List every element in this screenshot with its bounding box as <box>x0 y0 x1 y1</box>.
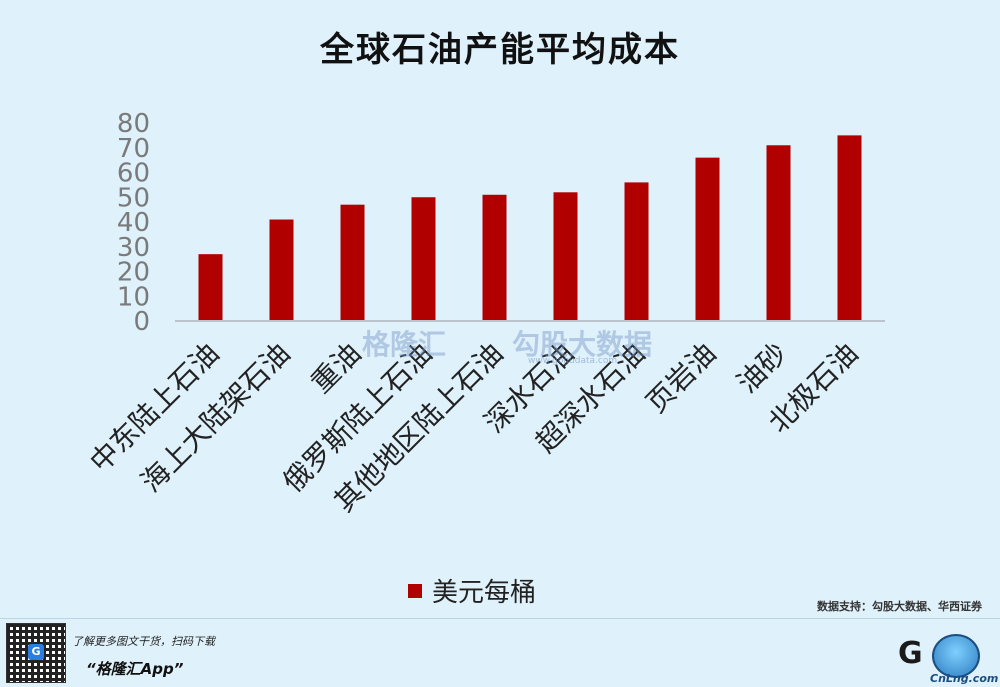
legend-label: 美元每桶 <box>432 578 537 608</box>
watermark-url: www.gogudata.com <box>528 356 618 366</box>
bar <box>695 157 720 321</box>
y-tick-label: 60 <box>117 159 150 189</box>
brand-logo-icon <box>932 634 980 678</box>
bars <box>198 135 862 321</box>
watermark-gogudata: 勾股大数据 <box>512 328 653 361</box>
legend-swatch <box>408 583 422 598</box>
y-tick-label: 30 <box>117 233 150 263</box>
y-tick-label: 50 <box>117 183 150 213</box>
bar <box>624 182 649 321</box>
bar <box>340 204 365 321</box>
app-name: “格隆汇App” <box>86 660 184 678</box>
watermark-gelonghui: 格隆汇 <box>362 328 447 361</box>
y-tick-label: 10 <box>117 282 150 312</box>
bar <box>269 219 294 321</box>
brand-site: CnLng.com <box>930 672 999 685</box>
legend: 美元每桶 <box>408 572 536 609</box>
y-tick-label: 20 <box>117 258 150 288</box>
y-tick-label: 70 <box>117 134 150 164</box>
bar <box>198 254 223 321</box>
bar <box>411 197 436 321</box>
x-category-label: 油砂 <box>731 337 794 400</box>
bar <box>837 135 862 321</box>
bar <box>766 145 791 321</box>
promo-text: 了解更多图文干货，扫码下载 <box>72 635 215 648</box>
y-tick-label: 80 <box>117 109 150 139</box>
qr-badge: G <box>28 644 44 660</box>
y-tick-label: 40 <box>117 208 150 238</box>
bar <box>482 194 507 321</box>
chart-title: 全球石油产能平均成本 <box>320 30 680 70</box>
bar <box>553 192 578 321</box>
footer-divider <box>0 618 1000 619</box>
brand-logo-letter: G <box>898 636 923 671</box>
y-tick-label: 0 <box>133 307 150 337</box>
source-note: 数据支持：勾股大数据、华西证券 <box>817 600 982 613</box>
x-category-label: 重油 <box>305 337 368 400</box>
x-category-label: 页岩油 <box>640 337 723 420</box>
